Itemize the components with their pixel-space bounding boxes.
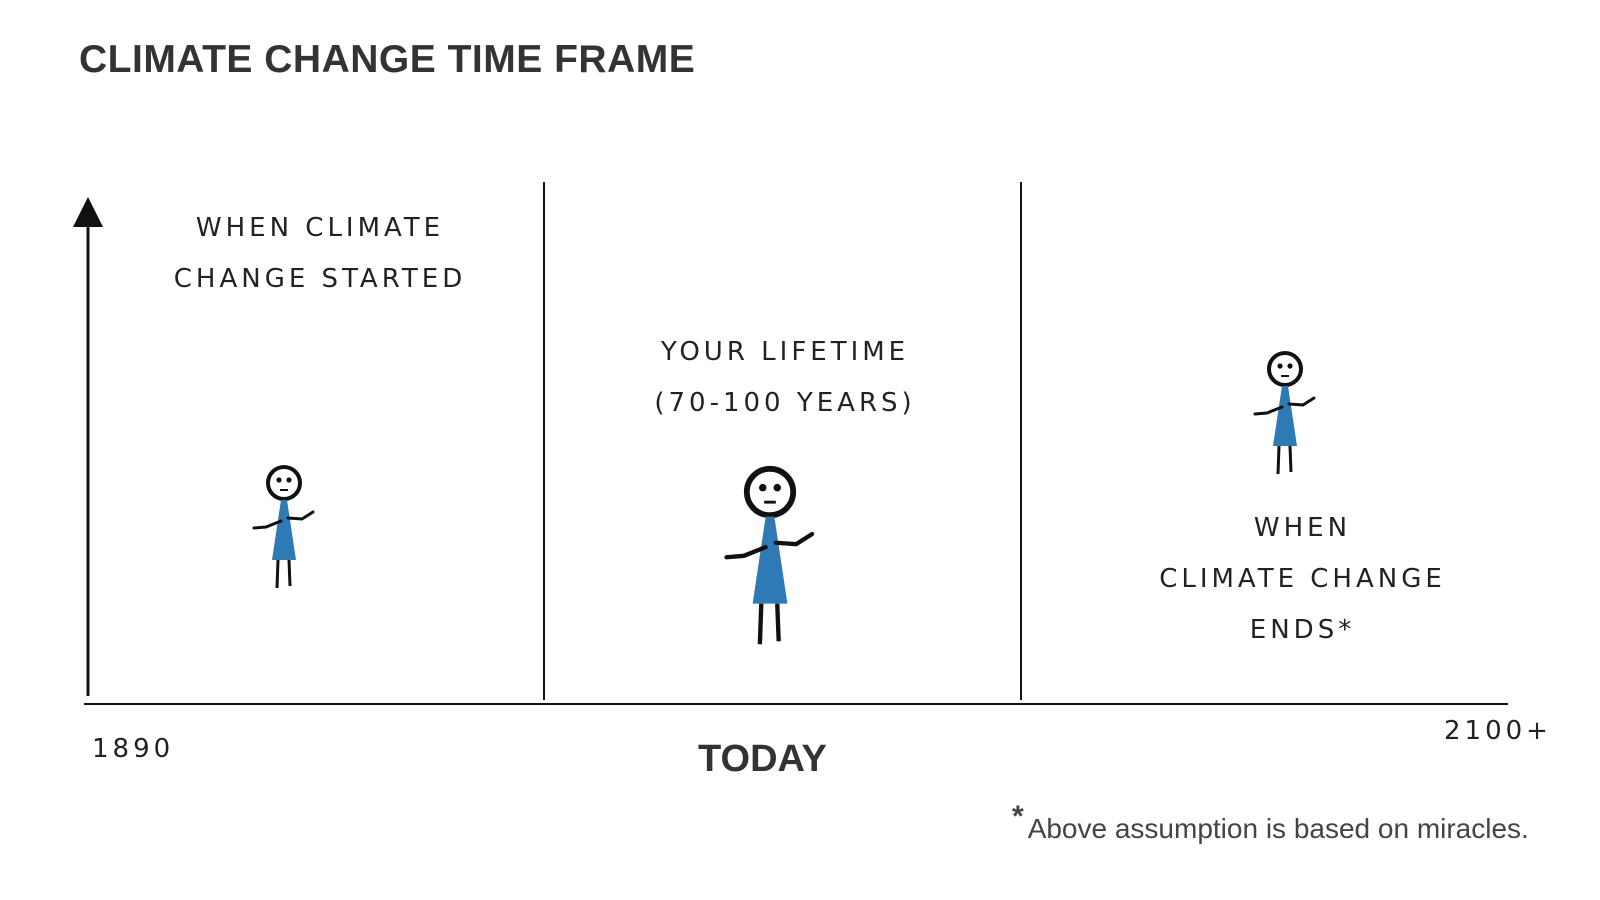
label-line: WHEN CLIMATE — [195, 213, 445, 243]
label-line: WHEN — [1253, 513, 1352, 543]
stick-figure-today — [727, 469, 813, 644]
label-line: ENDS* — [1249, 615, 1356, 645]
stick-figure-past — [252, 465, 315, 590]
label-your-lifetime: YOUR LIFETIME (70-100 YEARS) — [590, 327, 980, 429]
stick-figure-future — [1253, 351, 1316, 476]
label-climate-change-ends: WHEN CLIMATE CHANGE ENDS* — [1110, 503, 1495, 656]
label-line: CHANGE STARTED — [173, 264, 467, 294]
label-line: (70-100 YEARS) — [654, 388, 916, 418]
label-line: CLIMATE CHANGE — [1159, 564, 1446, 594]
label-climate-change-started: WHEN CLIMATE CHANGE STARTED — [130, 203, 510, 305]
axis-today-label: TODAY — [698, 738, 827, 780]
footnote-marker: * — [1012, 800, 1024, 833]
footnote: * Above assumption is based on miracles. — [1012, 800, 1529, 845]
axis-end-label: 2100+ — [1444, 716, 1552, 746]
axis-start-label: 1890 — [92, 734, 175, 764]
label-line: YOUR LIFETIME — [660, 337, 910, 367]
footnote-text: Above assumption is based on miracles. — [1027, 813, 1529, 844]
page-title: CLIMATE CHANGE TIME FRAME — [79, 38, 696, 81]
